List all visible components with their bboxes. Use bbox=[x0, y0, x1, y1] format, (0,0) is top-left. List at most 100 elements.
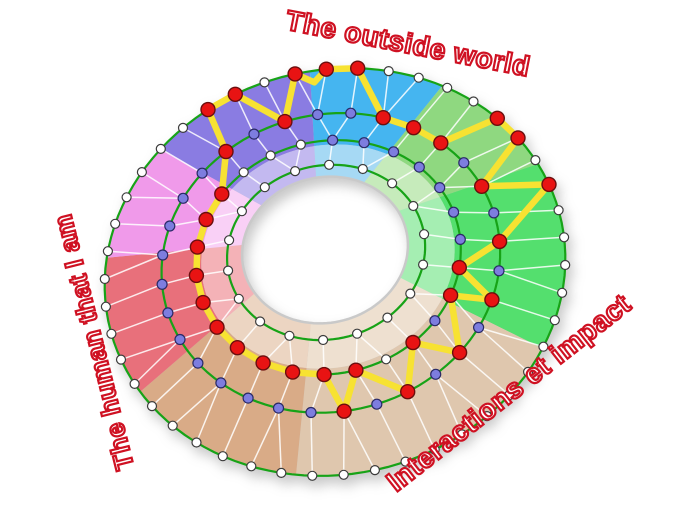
white-node bbox=[129, 378, 140, 389]
red-node bbox=[255, 355, 271, 371]
mesh-edge bbox=[376, 403, 407, 462]
white-node bbox=[155, 143, 166, 154]
white-node bbox=[102, 246, 114, 257]
white-node bbox=[136, 167, 147, 178]
mesh-edge bbox=[382, 71, 390, 118]
red-node bbox=[195, 294, 211, 311]
purple-node bbox=[388, 146, 400, 158]
mesh-edge bbox=[222, 397, 249, 457]
mesh-edge bbox=[294, 73, 319, 115]
white-node bbox=[418, 259, 429, 270]
purple-node bbox=[493, 265, 505, 277]
mesh-edge bbox=[435, 373, 463, 435]
purple-node bbox=[162, 307, 174, 319]
red-node bbox=[218, 143, 234, 160]
mesh-edge bbox=[356, 333, 387, 360]
red-node bbox=[229, 340, 246, 356]
mesh-edge bbox=[172, 382, 222, 427]
purple-node bbox=[248, 128, 260, 140]
mesh-edge bbox=[105, 283, 163, 308]
white-node bbox=[265, 150, 276, 161]
white-node bbox=[369, 465, 380, 476]
white-node bbox=[405, 288, 416, 299]
white-node bbox=[558, 232, 570, 243]
white-node bbox=[121, 192, 132, 203]
white-node bbox=[259, 77, 270, 88]
white-node bbox=[307, 470, 318, 481]
mesh-edge bbox=[120, 338, 181, 361]
red-node bbox=[350, 60, 366, 76]
white-node bbox=[106, 328, 117, 339]
purple-node bbox=[488, 207, 500, 219]
mesh-edge bbox=[413, 205, 454, 213]
white-node bbox=[382, 312, 393, 323]
mesh-edge bbox=[423, 233, 461, 241]
mesh-edge bbox=[310, 412, 314, 476]
mesh-edge bbox=[104, 254, 163, 280]
white-node bbox=[146, 401, 158, 412]
sector-blue-inner bbox=[314, 144, 387, 183]
white-node bbox=[115, 354, 127, 365]
white-node bbox=[223, 265, 234, 276]
white-node bbox=[338, 469, 349, 480]
mesh-edge bbox=[316, 69, 328, 115]
white-node bbox=[352, 328, 363, 339]
white-node bbox=[177, 122, 189, 134]
red-node bbox=[442, 287, 459, 303]
purple-node bbox=[215, 377, 227, 389]
mesh-edge bbox=[440, 101, 475, 144]
mesh-edge bbox=[463, 137, 519, 164]
purple-node bbox=[429, 315, 441, 327]
red-node bbox=[484, 292, 500, 308]
red-node bbox=[510, 130, 526, 146]
white-node bbox=[217, 451, 228, 462]
red-node bbox=[287, 66, 303, 82]
white-node bbox=[468, 96, 479, 107]
red-node bbox=[214, 186, 230, 202]
purple-node bbox=[174, 333, 186, 346]
red-node bbox=[405, 119, 422, 136]
red-node bbox=[474, 178, 490, 195]
red-node bbox=[348, 362, 364, 378]
white-node bbox=[481, 411, 493, 422]
white-node bbox=[224, 235, 235, 246]
red-node bbox=[491, 233, 508, 250]
purple-node bbox=[434, 182, 446, 194]
white-node bbox=[110, 218, 121, 229]
white-node bbox=[556, 287, 568, 298]
white-node bbox=[504, 390, 515, 401]
mesh-edge bbox=[141, 171, 184, 199]
mesh-edge bbox=[107, 250, 163, 256]
white-node bbox=[538, 341, 549, 352]
white-node bbox=[284, 330, 295, 341]
white-node bbox=[522, 366, 534, 377]
sector-tan-light-inner bbox=[306, 277, 443, 369]
white-node bbox=[290, 166, 301, 177]
mesh-edge bbox=[499, 236, 565, 243]
mesh-edge bbox=[478, 326, 544, 348]
mesh-edge bbox=[459, 352, 510, 396]
red-node bbox=[209, 319, 225, 335]
red-node bbox=[188, 267, 205, 284]
white-node bbox=[233, 293, 244, 304]
white-node bbox=[236, 206, 247, 217]
mesh-edge bbox=[151, 362, 199, 407]
sector-tan-dark-inner bbox=[220, 293, 311, 368]
red-node bbox=[200, 101, 216, 118]
ring-line bbox=[226, 163, 427, 342]
purple-node bbox=[305, 406, 317, 419]
white-node bbox=[413, 72, 424, 83]
red-node bbox=[227, 86, 244, 103]
mesh-edge bbox=[362, 151, 394, 170]
red-node bbox=[198, 211, 214, 228]
mesh-edge bbox=[453, 211, 494, 214]
mesh-edge bbox=[115, 223, 170, 227]
mesh-edge bbox=[182, 127, 227, 153]
purple-node bbox=[448, 206, 460, 218]
purple-node bbox=[358, 137, 370, 149]
red-node bbox=[451, 259, 467, 276]
sector-purple-outer bbox=[160, 71, 315, 189]
mesh-edge bbox=[126, 196, 184, 200]
white-node bbox=[383, 65, 394, 77]
